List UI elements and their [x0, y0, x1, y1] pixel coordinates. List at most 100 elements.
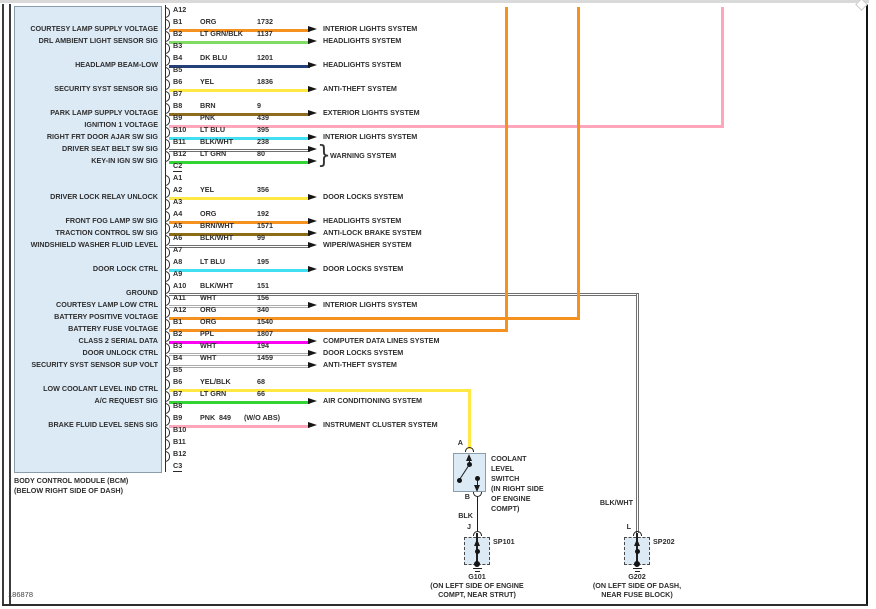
wire — [169, 136, 310, 140]
splice-dot — [634, 548, 640, 554]
wire-vertical — [504, 7, 508, 332]
page-border-left-outer — [2, 4, 4, 606]
ground-dot — [474, 561, 480, 567]
splice-wire-color-label: BLK/WHT — [599, 498, 633, 507]
wire-color-label: LT GRN — [200, 389, 227, 398]
wire-arrow-icon — [308, 157, 317, 164]
pin-cavity-icon — [164, 403, 170, 414]
switch-terminal-a-arrow-icon — [466, 454, 472, 461]
pin-id: B9 — [173, 413, 183, 422]
pin-id: B2 — [173, 29, 183, 38]
pin-id: B6 — [173, 77, 183, 86]
ground-id: G101 — [468, 572, 486, 581]
wire-color-label: PNK — [200, 413, 216, 422]
circuit-function-label: PARK LAMP SUPPLY VOLTAGE — [50, 108, 158, 117]
splice-stem — [636, 533, 638, 563]
switch-wire-color-label: BLK — [458, 511, 473, 520]
wire — [169, 220, 310, 224]
pin-id: B7 — [173, 89, 183, 98]
wire-circuit-number: 156 — [257, 293, 269, 302]
pin-cavity-icon — [164, 235, 170, 246]
circuit-function-label: COURTESY LAMP SUPPLY VOLTAGE — [30, 24, 158, 33]
splice-terminal-label: J — [467, 522, 471, 531]
pin-id: A9 — [173, 269, 183, 278]
page-border-bottom — [2, 603, 868, 606]
pin-id: A6 — [173, 233, 183, 242]
wire-circuit-number: 1807 — [257, 329, 273, 338]
circuit-function-label: WINDSHIELD WASHER FLUID LEVEL — [30, 240, 158, 249]
wire-arrow-icon — [308, 337, 317, 344]
wire — [169, 292, 639, 296]
wire-arrow-icon — [308, 85, 317, 92]
wire — [169, 352, 310, 356]
pin-id: B10 — [173, 125, 187, 134]
wire-arrow-icon — [308, 61, 317, 68]
wire-vertical — [635, 294, 639, 533]
wire-arrow-icon — [308, 145, 317, 152]
pin-cavity-icon — [164, 439, 170, 450]
wire-circuit-number: 80 — [257, 149, 265, 158]
connector-id: C2 — [173, 161, 183, 172]
destination-system-label: ANTI-THEFT SYSTEM — [323, 84, 397, 93]
ground-id: G202 — [628, 572, 646, 581]
pin-id: B4 — [173, 53, 183, 62]
diagram-id: 186878 — [8, 590, 34, 599]
wire-color-label: LT GRN — [200, 149, 227, 158]
wire — [169, 40, 310, 44]
splice-id: SP202 — [653, 537, 675, 546]
wire-color-label: YEL — [200, 185, 214, 194]
wire-vertical — [720, 7, 724, 128]
wire-color-label: BRN — [200, 101, 216, 110]
wire — [169, 124, 724, 128]
splice-arrow-icon — [473, 539, 480, 546]
pin-id: B3 — [173, 341, 183, 350]
pin-id: B1 — [173, 17, 183, 26]
wire-color-label: DK BLU — [200, 53, 228, 62]
wire — [169, 328, 508, 332]
pin-cavity-icon — [164, 79, 170, 90]
pin-id: B5 — [173, 65, 183, 74]
pin-cavity-icon — [164, 367, 170, 378]
wire-arrow-icon — [308, 37, 317, 44]
switch-terminal-b-arrow-icon — [474, 485, 480, 492]
wire — [169, 160, 310, 164]
wire-color-label: ORG — [200, 17, 217, 26]
ground-bar-icon — [472, 567, 482, 570]
wire-arrow-icon — [308, 397, 317, 404]
pin-cavity-icon — [164, 187, 170, 198]
wire-color-label: WHT — [200, 353, 217, 362]
wire-arrow-icon — [308, 133, 317, 140]
destination-system-label: WIPER/WASHER SYSTEM — [323, 240, 412, 249]
wire-vertical — [576, 7, 580, 320]
page-border-top — [0, 0, 869, 3]
ground-location-line: (ON LEFT SIDE OF ENGINE — [430, 581, 524, 590]
circuit-function-label: CLASS 2 SERIAL DATA — [78, 336, 158, 345]
wire — [169, 196, 310, 200]
pin-cavity-icon — [164, 139, 170, 150]
pin-id: A3 — [173, 197, 183, 206]
pin-cavity-icon — [164, 427, 170, 438]
wire-arrow-icon — [308, 241, 317, 248]
pin-id: B11 — [173, 437, 186, 446]
pin-cavity-icon — [164, 55, 170, 66]
page-border-left-inner — [9, 4, 11, 606]
destination-system-label: INSTRUMENT CLUSTER SYSTEM — [323, 420, 438, 429]
circuit-function-label: COURTESY LAMP LOW CTRL — [56, 300, 158, 309]
wire-circuit-number: 195 — [257, 257, 269, 266]
wire-color-label: BLK/WHT — [200, 137, 234, 146]
wire — [169, 232, 310, 236]
wire-color-label: PPL — [200, 329, 214, 338]
circuit-function-label: IGNITION 1 VOLTAGE — [84, 120, 158, 129]
circuit-function-label: DRIVER LOCK RELAY UNLOCK — [50, 192, 158, 201]
destination-system-label: DOOR LOCKS SYSTEM — [323, 348, 404, 357]
wire — [169, 400, 310, 404]
wire-circuit-number: 439 — [257, 113, 269, 122]
pin-id: A2 — [173, 185, 183, 194]
pin-cavity-icon — [164, 319, 170, 330]
wire-circuit-number: 1836 — [257, 77, 273, 86]
wire-color-label: LT GRN/BLK — [200, 29, 243, 38]
wire-circuit-number: 340 — [257, 305, 269, 314]
wire-arrow-icon — [308, 109, 317, 116]
pin-cavity-icon — [164, 271, 170, 282]
destination-system-label: HEADLIGHTS SYSTEM — [323, 60, 402, 69]
